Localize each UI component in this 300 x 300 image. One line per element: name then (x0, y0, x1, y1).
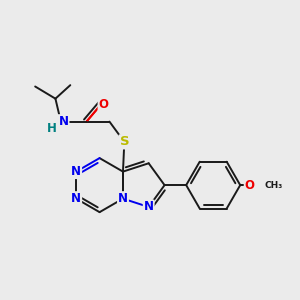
Text: N: N (118, 192, 128, 205)
Text: N: N (71, 192, 81, 205)
Text: N: N (71, 165, 81, 178)
Text: O: O (98, 98, 109, 111)
Text: N: N (58, 115, 68, 128)
Text: H: H (46, 122, 56, 135)
Text: S: S (119, 135, 129, 148)
Text: N: N (144, 200, 154, 214)
Text: O: O (245, 178, 255, 192)
Text: CH₃: CH₃ (265, 181, 283, 190)
